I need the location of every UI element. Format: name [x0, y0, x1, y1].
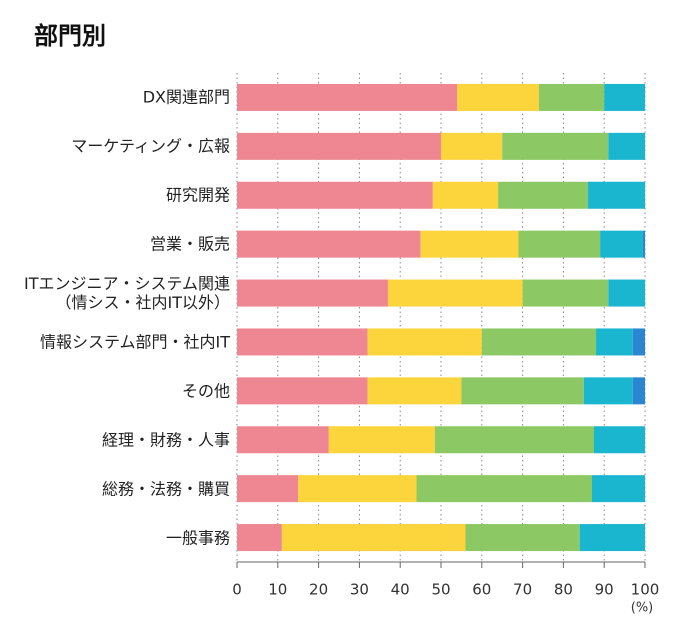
bar-segment: [583, 377, 633, 405]
bar-segment: [298, 475, 417, 503]
bar-segment: [522, 279, 609, 307]
bar-segment: [596, 328, 633, 356]
bar-segment: [432, 181, 499, 209]
bar-segment: [328, 426, 435, 454]
bar-segment: [600, 230, 643, 258]
y-tick-label: 経理・財務・人事: [101, 430, 230, 450]
bar-segment: [237, 83, 458, 111]
x-tick-label: 50: [431, 581, 450, 599]
bar-segment: [237, 230, 421, 258]
bar-segment: [441, 132, 503, 160]
bar-segment: [237, 426, 329, 454]
bar-segment: [518, 230, 601, 258]
x-tick-label: 60: [472, 581, 491, 599]
chart-title: 部門別: [34, 22, 106, 50]
bar-segment: [632, 328, 645, 356]
bar-segment: [416, 475, 592, 503]
y-tick-label: ITエンジニア・システム関連 （情シス・社内IT以外）: [23, 274, 230, 313]
bar-segment: [481, 328, 597, 356]
x-tick-label: 90: [595, 581, 614, 599]
y-tick-label: その他: [181, 381, 230, 401]
bar-segment: [237, 475, 299, 503]
bar-segment: [591, 475, 645, 503]
bar-segment: [579, 524, 645, 552]
x-axis-label: (%): [631, 601, 654, 616]
bar-segment: [281, 524, 466, 552]
x-tick-label: 40: [391, 581, 410, 599]
y-tick-label: 一般事務: [165, 528, 230, 548]
bar-segment: [367, 328, 482, 356]
bar-segment: [237, 377, 368, 405]
bar-segment: [587, 181, 645, 209]
bar-segment: [608, 279, 645, 307]
bar-segment: [237, 328, 368, 356]
y-tick-label: DX関連部門: [142, 87, 230, 107]
bar-segment: [502, 132, 609, 160]
bar-segment: [420, 230, 519, 258]
bar-segment: [608, 132, 645, 160]
bar-segment: [237, 132, 441, 160]
bar-segment: [237, 279, 388, 307]
bar-segment: [457, 83, 539, 111]
bar-segment: [594, 426, 645, 454]
bar-segment: [387, 279, 523, 307]
y-tick-label: 営業・販売: [149, 234, 230, 254]
y-tick-label: 情報システム部門・社内IT: [39, 332, 230, 352]
bar-segment: [538, 83, 605, 111]
bar-segment: [642, 230, 645, 258]
x-tick-label: 10: [268, 581, 287, 599]
bar-segment: [434, 426, 594, 454]
bar-segment: [461, 377, 584, 405]
y-tick-label: マーケティング・広報: [71, 136, 230, 156]
x-tick-label: 70: [513, 581, 532, 599]
x-tick-label: 0: [232, 581, 242, 599]
x-tick-label: 80: [554, 581, 573, 599]
x-tick-label: 20: [309, 581, 328, 599]
bar-segment: [237, 524, 282, 552]
x-tick-label: 30: [350, 581, 369, 599]
bar-segment: [237, 181, 433, 209]
bar-segment: [498, 181, 588, 209]
bar-segment: [367, 377, 462, 405]
x-tick-label: 100: [631, 581, 660, 599]
y-tick-label: 総務・法務・購買: [101, 479, 230, 499]
bar-segment: [632, 377, 645, 405]
y-tick-label: 研究開発: [165, 185, 230, 205]
bar-segment: [604, 83, 645, 111]
bar-segment: [465, 524, 580, 552]
